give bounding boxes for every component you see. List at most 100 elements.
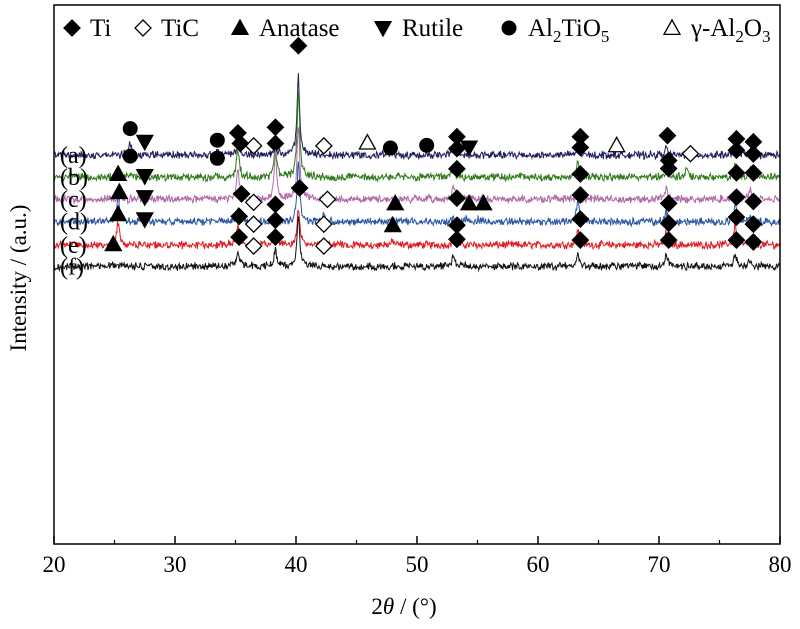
x-tick-label-1: 30 — [164, 552, 187, 577]
phase-marker-4-10 — [727, 208, 746, 227]
legend-marker-5 — [662, 18, 682, 36]
phase-marker-2-6 — [744, 163, 763, 182]
phase-marker-5-5 — [448, 230, 466, 249]
legend-marker-2 — [230, 18, 250, 36]
series-label-0: (a) — [60, 143, 87, 169]
x-tick-label-4: 60 — [527, 552, 550, 577]
phase-marker-5-2 — [244, 237, 263, 255]
series-3: (d) — [53, 161, 781, 236]
phase-marker-3-2 — [232, 185, 251, 203]
phase-marker-4-2 — [230, 207, 249, 226]
series-line-5 — [53, 216, 781, 273]
phase-marker-3-10 — [474, 194, 493, 211]
y-axis-title: Intensity / (a.u.) — [6, 205, 31, 352]
phase-marker-2-2 — [448, 159, 466, 178]
phase-marker-2-1 — [135, 169, 154, 186]
phase-marker-5-9 — [744, 233, 763, 251]
phase-marker-1-0 — [122, 148, 138, 164]
x-tick-label-3: 50 — [406, 552, 429, 577]
phase-marker-1-1 — [209, 150, 225, 166]
phase-marker-1-2 — [231, 134, 250, 153]
phase-marker-0-7 — [314, 136, 333, 155]
legend-label-3: Rutile — [402, 15, 463, 42]
series-label-3: (d) — [60, 210, 88, 236]
series-2: (c) — [53, 127, 781, 213]
phase-marker-4-9 — [659, 214, 678, 233]
phase-marker-4-0 — [109, 204, 128, 222]
phase-marker-4-5 — [314, 215, 333, 234]
phase-marker-4-6 — [383, 215, 402, 233]
plot-frame — [53, 4, 781, 545]
phase-marker-5-4 — [314, 237, 333, 255]
legend-label-1: TiC — [161, 15, 199, 42]
phase-marker-1-5 — [571, 138, 590, 157]
series-label-2: (c) — [60, 187, 87, 213]
phase-marker-3-5 — [290, 179, 309, 197]
series-label-5: (f) — [60, 254, 84, 280]
legend-marker-1 — [134, 19, 152, 37]
phase-marker-2-5 — [727, 163, 746, 182]
legend-item-1: TiC — [134, 15, 199, 42]
phase-marker-4-4 — [266, 211, 285, 230]
legend-label-2: Anatase — [259, 15, 340, 42]
phase-marker-3-13 — [727, 188, 746, 207]
phase-marker-0-10 — [419, 137, 435, 153]
phase-marker-0-0 — [122, 121, 138, 137]
series-line-4 — [53, 210, 781, 251]
series-line-0 — [53, 73, 781, 161]
phase-marker-0-6 — [289, 36, 308, 55]
phase-marker-3-4 — [266, 195, 285, 214]
series-1: (b) — [53, 91, 781, 191]
legend-item-5: γ-Al2O3 — [662, 15, 770, 46]
phase-marker-5-8 — [727, 231, 746, 250]
phase-marker-4-8 — [571, 210, 590, 228]
series-5: (f) — [53, 216, 781, 280]
phase-marker-2-4 — [659, 159, 678, 178]
phase-marker-4-11 — [744, 215, 763, 234]
series-line-3 — [53, 161, 781, 228]
phase-marker-1-8 — [727, 141, 746, 160]
phase-marker-2-3 — [571, 165, 590, 183]
plot-area: (a)(b)(c)(d)(e)(f) — [53, 36, 781, 280]
series-label-1: (b) — [60, 165, 88, 191]
legend-label-4: Al2TiO5 — [528, 15, 609, 46]
legend: Ti TiC Anatase Rutile Al2TiO5 γ-Al2O3 — [63, 15, 770, 46]
series-line-2 — [53, 127, 781, 205]
axes: 20 30 40 50 60 70 80 — [43, 4, 792, 577]
phase-marker-3-3 — [244, 193, 263, 212]
series-4: (e) — [53, 204, 781, 259]
phase-marker-0-14 — [607, 135, 626, 153]
phase-marker-1-4 — [448, 139, 466, 158]
phase-marker-5-7 — [659, 231, 678, 250]
phase-marker-3-7 — [386, 194, 405, 211]
series-label-4: (e) — [60, 233, 87, 259]
series-0: (a) — [53, 36, 781, 169]
phase-marker-3-11 — [571, 186, 590, 204]
phase-marker-0-15 — [658, 126, 677, 145]
phase-marker-0-1 — [135, 134, 154, 152]
phase-marker-3-6 — [318, 190, 337, 209]
phase-marker-1-9 — [744, 145, 763, 163]
phase-marker-0-5 — [266, 118, 285, 137]
x-tick-label-5: 70 — [648, 552, 671, 577]
phase-marker-1-7 — [681, 144, 700, 163]
phase-marker-0-8 — [358, 133, 377, 150]
legend-marker-3 — [373, 20, 393, 38]
phase-marker-4-1 — [135, 212, 154, 229]
legend-item-0: Ti — [63, 15, 111, 42]
x-tick-label-0: 20 — [43, 552, 66, 577]
phase-marker-3-0 — [110, 182, 129, 200]
x-tick-label-2: 40 — [285, 552, 308, 577]
legend-item-2: Anatase — [230, 15, 340, 42]
legend-marker-0 — [63, 19, 81, 37]
legend-label-5: γ-Al2O3 — [690, 15, 770, 46]
phase-marker-0-4 — [244, 136, 263, 155]
phase-marker-5-6 — [571, 231, 590, 250]
legend-item-3: Rutile — [373, 15, 463, 42]
legend-marker-4 — [501, 20, 517, 36]
phase-marker-3-1 — [135, 190, 154, 207]
x-axis-title: 2θ / (°) — [371, 594, 436, 619]
series-line-1 — [53, 91, 781, 183]
phase-marker-0-9 — [382, 140, 398, 156]
legend-item-4: Al2TiO5 — [501, 15, 609, 46]
